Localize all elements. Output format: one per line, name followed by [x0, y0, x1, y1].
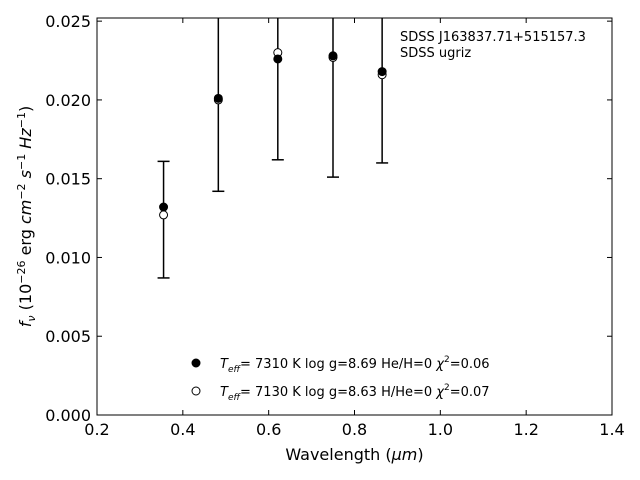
x-tick-label: 0.8 — [342, 420, 367, 439]
x-tick-label: 1.0 — [428, 420, 453, 439]
x-tick-label: 0.2 — [84, 420, 109, 439]
legend-entry-1: Teff= 7130 K log g=8.63 H/He=0 χ2=0.07 — [220, 383, 490, 403]
plot-frame — [96, 17, 613, 416]
legend-marker-filled — [191, 358, 201, 368]
x-tick-label: 1.2 — [513, 420, 538, 439]
text-layer: 0.2 0.4 0.6 0.8 1.0 1.2 1.4 0.000 0.005 0.010 0.01… — [15, 12, 625, 464]
annotation-line-0: SDSS J163837.71+515157.3 — [400, 30, 586, 45]
model-point-0 — [159, 210, 169, 220]
observed-point-r — [273, 54, 283, 64]
x-tick-label: 0.6 — [256, 420, 281, 439]
annotation-line-1: SDSS ugriz — [400, 46, 471, 61]
y-tick-label: 0.025 — [45, 12, 91, 31]
y-tick-label: 0.010 — [45, 248, 91, 267]
axes — [96, 17, 613, 416]
legend-entry-0: Teff= 7310 K log g=8.69 He/H=0 χ2=0.06 — [220, 355, 490, 375]
observed-point-u — [159, 202, 169, 212]
y-tick-label: 0.005 — [45, 327, 91, 346]
y-tick-label: 0.015 — [45, 170, 91, 189]
y-tick-label: 0.020 — [45, 91, 91, 110]
data-layer — [157, 18, 389, 396]
y-tick-label: 0.000 — [45, 406, 91, 425]
observed-point-g — [213, 93, 223, 103]
x-tick-label: 1.4 — [599, 420, 624, 439]
observed-point-z — [377, 67, 387, 77]
x-axis-title: Wavelength (μm) — [285, 445, 423, 464]
legend-marker-open — [191, 386, 201, 396]
observed-point-i — [328, 51, 338, 61]
clipped-marks — [157, 18, 389, 279]
y-axis-title: fν (10−26 erg cm−2 s−1 Hz−1) — [15, 106, 38, 327]
x-tick-label: 0.4 — [170, 420, 195, 439]
